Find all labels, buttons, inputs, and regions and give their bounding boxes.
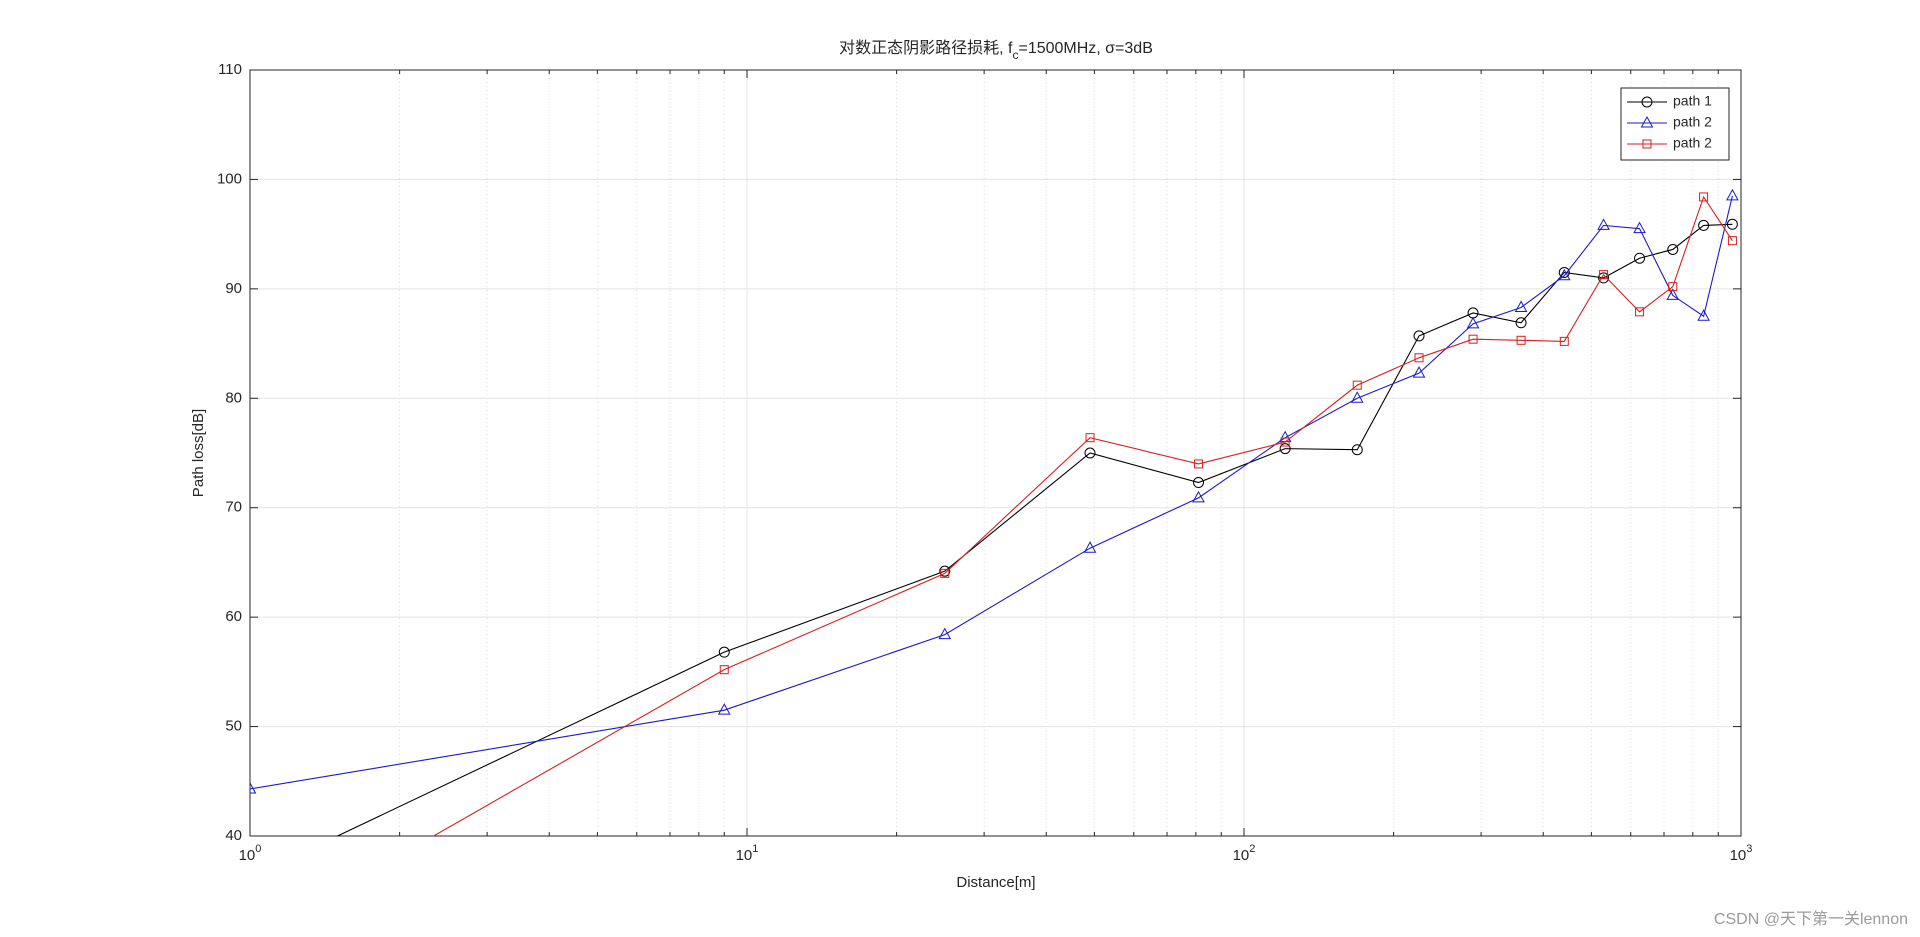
marker	[1193, 477, 1205, 489]
marker	[717, 703, 731, 715]
marker	[1699, 192, 1709, 202]
marker	[1514, 300, 1528, 312]
axes-box	[249, 69, 1742, 837]
x-tick-label: 101	[736, 843, 759, 864]
marker	[1279, 443, 1291, 455]
marker	[1697, 309, 1710, 321]
marker	[1352, 380, 1362, 390]
legend-label: path 2	[1673, 114, 1712, 130]
marker	[1598, 272, 1610, 284]
marker	[1084, 447, 1096, 459]
marker	[719, 665, 729, 675]
marker	[1350, 391, 1364, 403]
marker	[1726, 188, 1739, 201]
marker	[1597, 218, 1610, 230]
marker	[939, 565, 951, 577]
x-tick-label: 102	[1233, 843, 1256, 864]
legend-marker	[1640, 115, 1654, 128]
x-tick-label: 100	[239, 843, 262, 864]
marker	[1698, 219, 1710, 231]
marker	[1726, 218, 1738, 230]
legend-label: path 2	[1673, 135, 1712, 151]
legend-marker	[1641, 96, 1653, 108]
y-tick-label: 70	[225, 499, 242, 516]
marker	[1633, 221, 1646, 234]
marker	[250, 781, 257, 794]
title-part: 对数正态阴影路径损耗, f	[839, 39, 1013, 57]
y-tick-label: 50	[225, 718, 242, 735]
marker	[1634, 252, 1646, 264]
title-part: =1500MHz, σ=3dB	[1018, 40, 1152, 57]
marker	[1192, 490, 1205, 503]
plot-area	[245, 188, 1739, 883]
marker	[1559, 336, 1569, 346]
marker	[1280, 437, 1290, 447]
x-axis-label: Distance[m]	[956, 874, 1035, 891]
marker	[1085, 433, 1095, 443]
y-tick-label: 90	[225, 280, 242, 297]
y-tick-label: 80	[225, 389, 242, 406]
x-tick-base: 10	[736, 847, 753, 864]
marker	[1413, 330, 1425, 342]
x-tick-power: 2	[1249, 843, 1255, 855]
marker	[1194, 459, 1204, 469]
marker	[1727, 236, 1737, 246]
marker	[1599, 270, 1609, 280]
marker	[940, 568, 950, 578]
marker	[938, 627, 952, 640]
marker	[1516, 335, 1526, 345]
x-tick-label: 103	[1730, 843, 1753, 864]
x-tick-power: 3	[1746, 843, 1752, 855]
x-tick-base: 10	[1730, 847, 1747, 864]
marker	[718, 646, 730, 658]
legend-box	[1620, 87, 1730, 161]
marker	[1667, 243, 1679, 255]
marker	[1083, 541, 1097, 553]
x-tick-power: 0	[255, 843, 261, 855]
marker	[1414, 353, 1424, 363]
series-line	[250, 195, 1733, 790]
legend-label: path 1	[1673, 93, 1712, 109]
x-tick-power: 1	[752, 843, 758, 855]
y-tick-label: 110	[218, 61, 242, 78]
watermark: CSDN @天下第一关lennon	[1714, 910, 1908, 928]
title-part: c	[1012, 48, 1018, 62]
marker	[1351, 444, 1363, 456]
x-tick-base: 10	[1233, 847, 1250, 864]
marker	[1558, 266, 1570, 278]
y-tick-label: 100	[217, 170, 242, 187]
marker	[1468, 334, 1478, 344]
marker	[1668, 282, 1678, 292]
y-tick-label: 40	[225, 827, 242, 844]
series-line	[336, 223, 1733, 836]
series-line	[432, 195, 1733, 836]
x-tick-base: 10	[239, 847, 256, 864]
marker	[1412, 366, 1426, 378]
marker	[1515, 317, 1527, 329]
marker	[1466, 316, 1480, 329]
marker	[1557, 268, 1571, 281]
marker	[245, 873, 255, 883]
y-tick-label: 60	[225, 608, 242, 625]
legend-marker	[1642, 139, 1652, 149]
chart-title: 对数正态阴影路径损耗, fc=1500MHz, σ=3dB	[839, 39, 1153, 62]
y-axis-label: Path loss[dB]	[190, 409, 207, 497]
marker	[1666, 288, 1680, 300]
marker	[1635, 307, 1645, 317]
